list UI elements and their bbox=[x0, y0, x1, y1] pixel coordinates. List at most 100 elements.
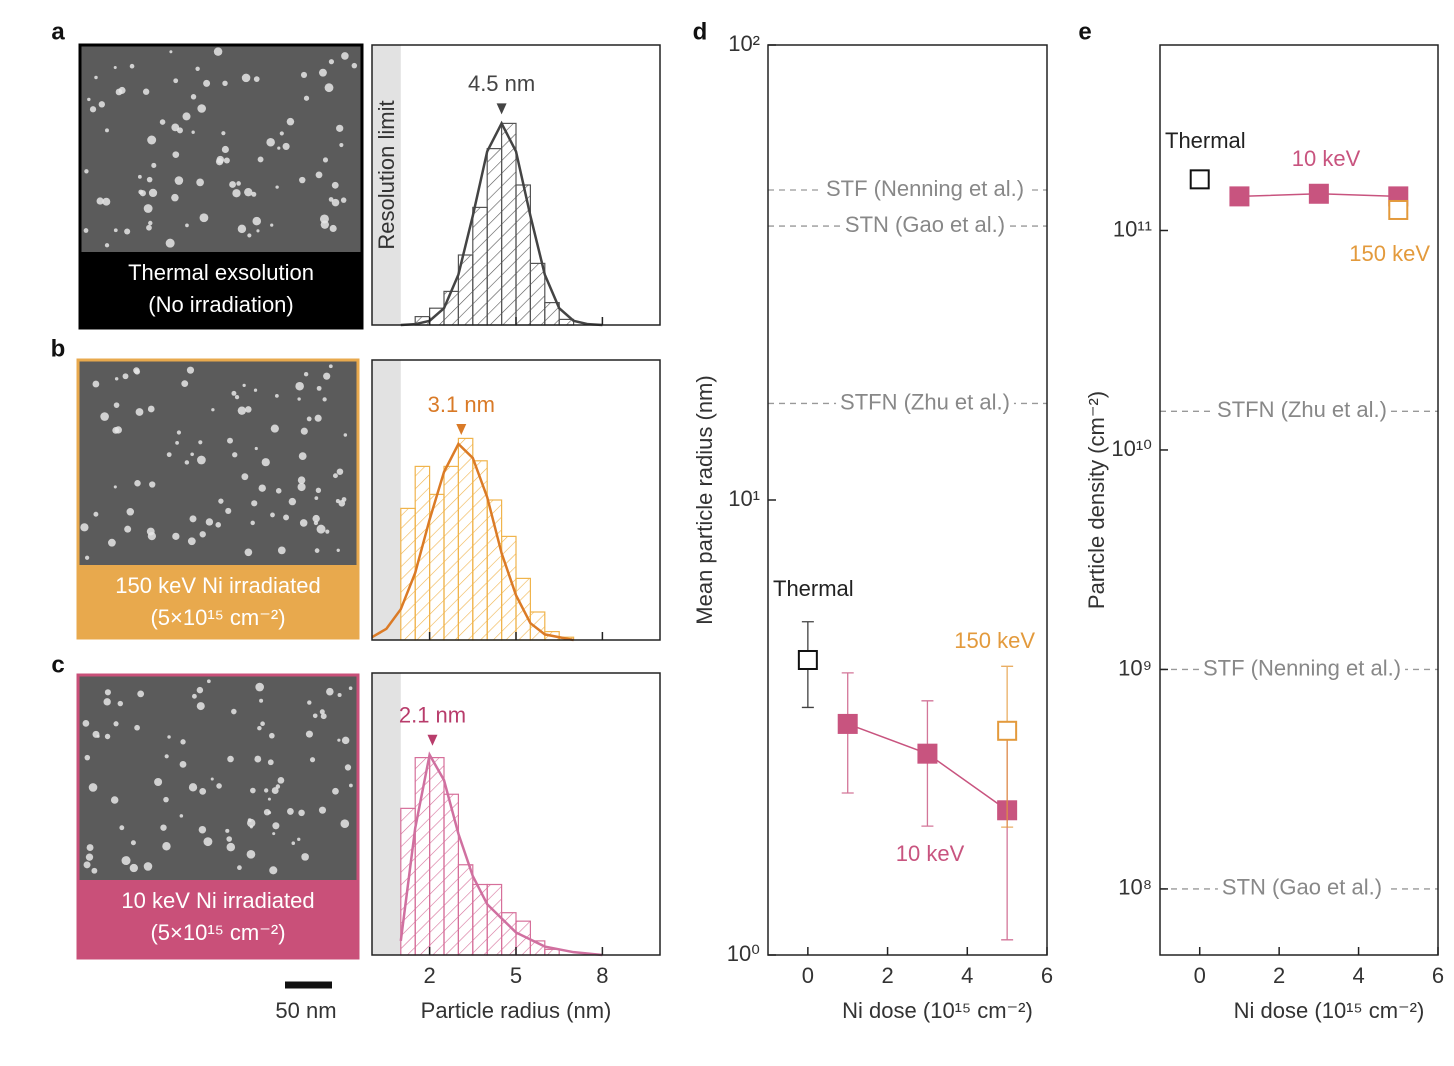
sem-particle bbox=[344, 764, 352, 771]
sem-particle bbox=[337, 738, 341, 742]
x-tick-label: 8 bbox=[596, 963, 608, 988]
image-caption: (5×10¹⁵ cm⁻²) bbox=[150, 605, 285, 630]
series-label: Thermal bbox=[773, 576, 854, 601]
sem-particle bbox=[231, 708, 237, 715]
sem-particle bbox=[124, 228, 131, 235]
sem-particle bbox=[104, 689, 111, 696]
sem-particle bbox=[275, 393, 279, 398]
sem-particle bbox=[328, 364, 333, 369]
sem-particle bbox=[147, 532, 156, 541]
sem-particle bbox=[337, 692, 342, 698]
sem-particle bbox=[254, 755, 262, 763]
histogram-bar bbox=[443, 465, 459, 641]
sem-image bbox=[78, 360, 358, 565]
sem-particle bbox=[184, 460, 190, 465]
sem-particle bbox=[232, 452, 238, 458]
sem-particle bbox=[167, 735, 171, 739]
sem-particle bbox=[196, 686, 204, 694]
resolution-shade bbox=[372, 45, 401, 325]
sem-particle bbox=[80, 523, 89, 532]
sem-particle bbox=[203, 79, 211, 87]
image-caption-box bbox=[78, 880, 358, 958]
sem-particle bbox=[86, 844, 94, 851]
sem-particle bbox=[260, 721, 265, 727]
series-label: 10 keV bbox=[1292, 146, 1361, 171]
peak-label: 4.5 nm bbox=[468, 71, 535, 96]
data-point bbox=[1308, 183, 1329, 204]
resolution-shade bbox=[372, 673, 401, 955]
sem-particle bbox=[244, 548, 253, 557]
x-tick-label: 4 bbox=[961, 963, 973, 988]
sem-particle bbox=[172, 151, 180, 159]
sem-particle bbox=[318, 806, 327, 814]
sem-particle bbox=[303, 95, 310, 101]
x-tick-label: 2 bbox=[1273, 963, 1285, 988]
sem-particle bbox=[104, 733, 111, 740]
sem-particle bbox=[323, 372, 331, 380]
sem-particle bbox=[227, 437, 233, 444]
sem-particle bbox=[154, 778, 163, 787]
sem-particle bbox=[325, 529, 330, 534]
plot-frame bbox=[1159, 44, 1439, 956]
sem-particle bbox=[277, 546, 286, 555]
data-point bbox=[1189, 169, 1210, 190]
histogram-bar bbox=[472, 883, 488, 956]
sem-particle bbox=[83, 861, 91, 869]
sem-particle bbox=[237, 406, 247, 415]
sem-particle bbox=[223, 157, 230, 164]
sem-particle bbox=[272, 822, 280, 830]
histogram-bar bbox=[472, 206, 488, 326]
peak-marker bbox=[456, 424, 467, 435]
sem-particle bbox=[190, 94, 197, 100]
sem-particle bbox=[237, 865, 242, 871]
sem-particle bbox=[173, 78, 179, 84]
sem-particle bbox=[297, 482, 306, 492]
sem-particle bbox=[115, 88, 123, 96]
histogram-bar bbox=[501, 122, 517, 326]
sem-particle bbox=[247, 233, 252, 238]
sem-particle bbox=[113, 228, 118, 233]
sem-particle bbox=[191, 130, 195, 134]
sem-particle bbox=[241, 73, 251, 83]
reference-label: STN (Gao et al.) bbox=[845, 212, 1005, 237]
sem-particle bbox=[137, 174, 142, 179]
sem-particle bbox=[341, 497, 347, 502]
histogram-bar bbox=[457, 437, 474, 641]
sem-particle bbox=[84, 169, 89, 174]
image-caption: Thermal exsolution bbox=[128, 260, 314, 285]
image-caption: 10 keV Ni irradiated bbox=[121, 888, 314, 913]
sem-particle bbox=[195, 66, 200, 72]
sem-particle bbox=[301, 853, 309, 861]
sem-particle bbox=[108, 538, 116, 547]
sem-particle bbox=[83, 228, 89, 233]
sem-particle bbox=[198, 440, 203, 445]
panel-letter: d bbox=[693, 18, 708, 45]
sem-particle bbox=[185, 223, 189, 228]
reference-label: STF (Nenning et al.) bbox=[1203, 655, 1401, 680]
sem-particle bbox=[283, 514, 290, 521]
sem-particle bbox=[197, 104, 206, 113]
sem-particle bbox=[133, 367, 140, 374]
sem-particle bbox=[341, 52, 349, 60]
sem-particle bbox=[275, 185, 279, 189]
histogram-bar bbox=[529, 262, 546, 326]
sem-particle bbox=[247, 818, 252, 823]
sem-particle bbox=[252, 216, 262, 226]
sem-particle bbox=[255, 682, 264, 692]
sem-particle bbox=[182, 112, 191, 121]
image-frame bbox=[78, 43, 364, 330]
sem-particle bbox=[271, 787, 279, 795]
panel-letter: b bbox=[51, 335, 66, 362]
sem-particle bbox=[93, 511, 99, 517]
sem-particle bbox=[84, 555, 90, 560]
reference-label: STFN (Zhu et al.) bbox=[840, 389, 1010, 414]
sem-particle bbox=[267, 759, 274, 766]
sem-particle bbox=[279, 131, 284, 136]
sem-particle bbox=[249, 825, 253, 829]
sem-particle bbox=[211, 408, 215, 412]
sem-particle bbox=[160, 824, 167, 831]
sem-particle bbox=[318, 68, 327, 77]
peak-marker bbox=[427, 734, 438, 746]
sem-particle bbox=[181, 380, 189, 388]
sem-particle bbox=[246, 849, 256, 859]
